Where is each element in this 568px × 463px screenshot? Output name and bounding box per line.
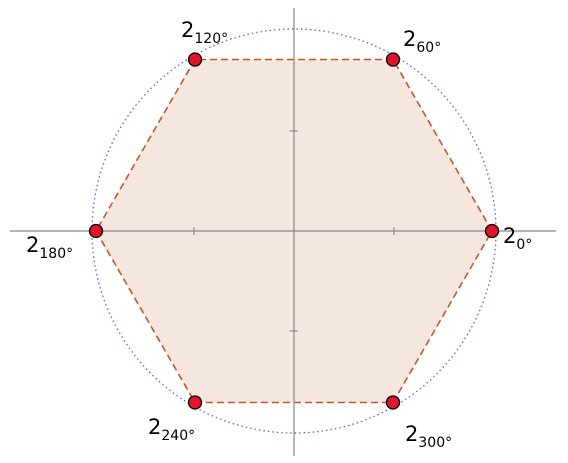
- label-subscript: 0°: [516, 237, 532, 253]
- point-label: 2300°: [405, 422, 452, 451]
- label-subscript: 120°: [194, 31, 228, 47]
- point-label: 2120°: [181, 18, 228, 47]
- label-base: 2: [403, 27, 416, 51]
- label-subscript: 240°: [161, 428, 195, 444]
- label-base: 2: [148, 415, 161, 439]
- point: [187, 395, 203, 410]
- ticks: [193, 130, 395, 332]
- label-subscript: 180°: [39, 246, 73, 262]
- label-subscript: 300°: [418, 435, 452, 451]
- label-base: 2: [405, 422, 418, 446]
- point-label: 260°: [403, 27, 441, 56]
- point: [385, 395, 401, 410]
- label-base: 2: [181, 18, 194, 42]
- label-base: 2: [503, 224, 516, 248]
- points: 20°260°2120°2180°2240° 2300°: [26, 18, 532, 451]
- point: [385, 52, 401, 67]
- point-label: 2180°: [26, 233, 73, 262]
- point-label: 2240°: [148, 415, 195, 444]
- point-label: 20°: [503, 224, 532, 253]
- point: [187, 52, 203, 67]
- point: [484, 223, 500, 239]
- label-subscript: 60°: [416, 40, 441, 56]
- label-base: 2: [26, 233, 39, 257]
- point: [88, 223, 104, 239]
